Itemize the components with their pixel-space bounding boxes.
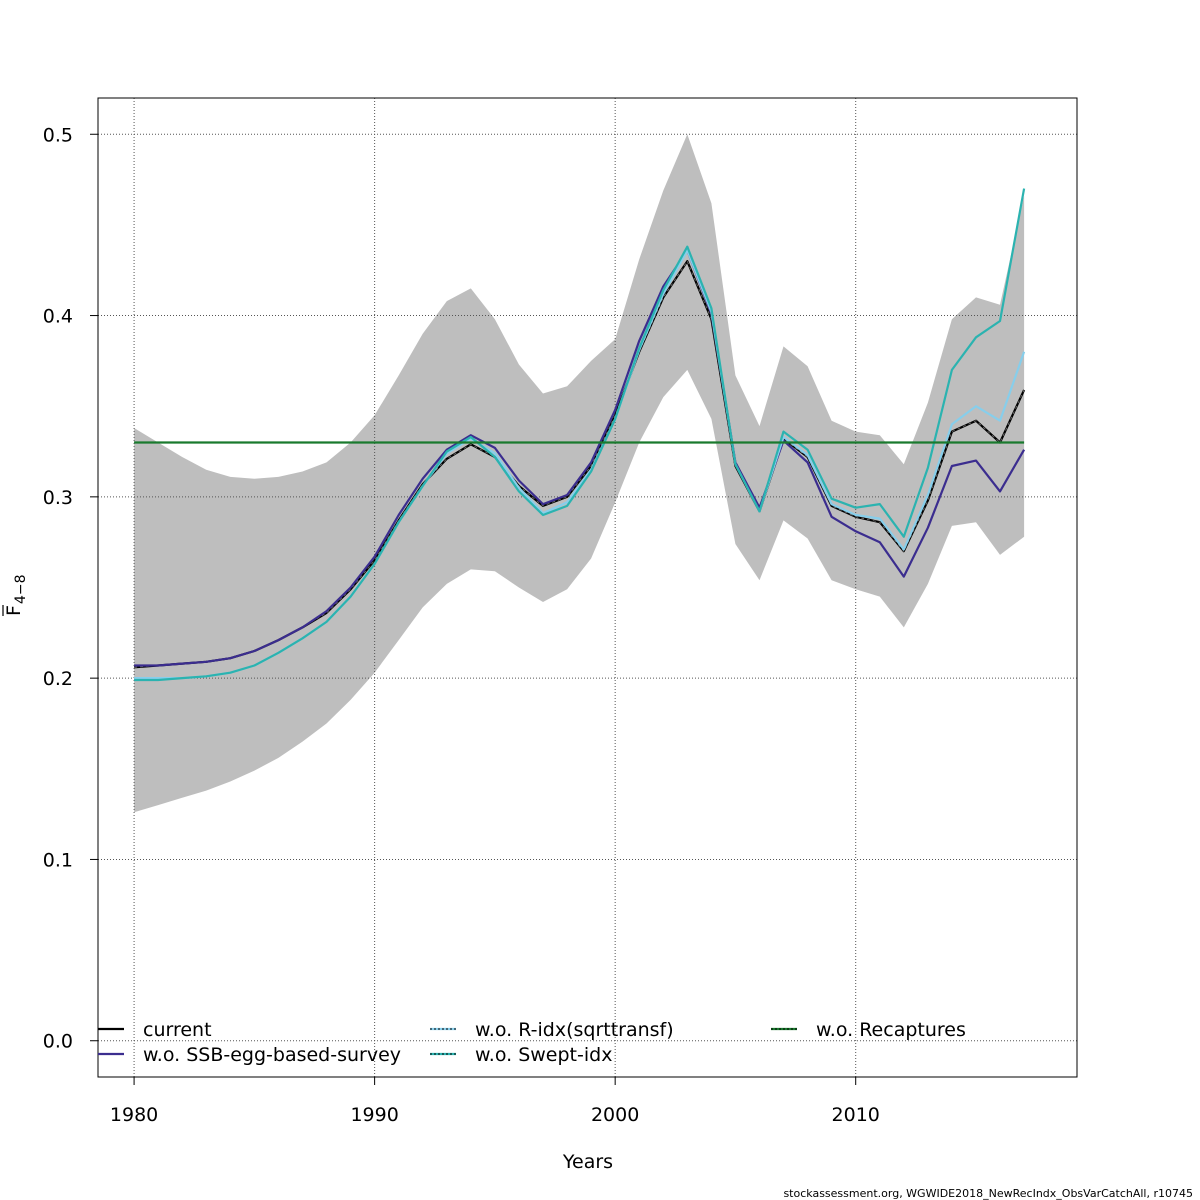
legend: current w.o. SSB-egg-based-survey w.o. R-i…: [98, 1019, 966, 1066]
plot-frame: [97, 97, 1078, 1078]
legend-label: w.o. Recaptures: [816, 1019, 966, 1041]
y-tick-label: 0.4: [43, 306, 73, 328]
legend-label: w.o. R-idx(sqrttransf): [475, 1019, 674, 1041]
x-tick-label: 2000: [591, 1104, 639, 1126]
footer-credit: stockassessment.org, WGWIDE2018_NewRecIn…: [783, 1187, 1193, 1200]
axis-layer: 1980 1990 2000 2010 0.0 0.1 0.2 0.3 0.4 0.5: [43, 124, 880, 1126]
confidence-band-layer: [134, 134, 1025, 813]
legend-label: w.o. SSB-egg-based-survey: [143, 1044, 401, 1066]
x-tick-label: 1980: [110, 1104, 158, 1126]
y-axis-label: F 4−8: [2, 574, 29, 616]
y-axis-label-subscript: 4−8: [13, 574, 29, 604]
y-tick-label: 0.5: [43, 124, 73, 146]
legend-item-2: w.o. SSB-egg-based-survey: [98, 1044, 401, 1066]
legend-item-1: current: [98, 1019, 212, 1041]
y-tick-label: 0.3: [43, 487, 73, 509]
legend-item-3: w.o. R-idx(sqrttransf): [430, 1019, 674, 1041]
x-tick-label: 1990: [350, 1104, 398, 1126]
legend-label: current: [143, 1019, 212, 1041]
series-line-2: [134, 249, 1026, 667]
series-line-4: [134, 188, 1026, 682]
y-tick-label: 0.1: [43, 849, 73, 871]
grid-layer: [98, 98, 1077, 1077]
y-tick-label: 0.0: [43, 1031, 73, 1053]
x-tick-label: 2010: [832, 1104, 880, 1126]
x-axis-label: Years: [562, 1151, 613, 1173]
confidence-band: [134, 134, 1025, 813]
legend-item-5: w.o. Recaptures: [771, 1019, 966, 1041]
y-tick-label: 0.2: [43, 668, 73, 690]
legend-item-4: w.o. Swept-idx: [430, 1044, 612, 1066]
y-axis-label-main: F: [3, 605, 25, 616]
legend-label: w.o. Swept-idx: [475, 1044, 612, 1066]
series-layer: [134, 188, 1026, 682]
